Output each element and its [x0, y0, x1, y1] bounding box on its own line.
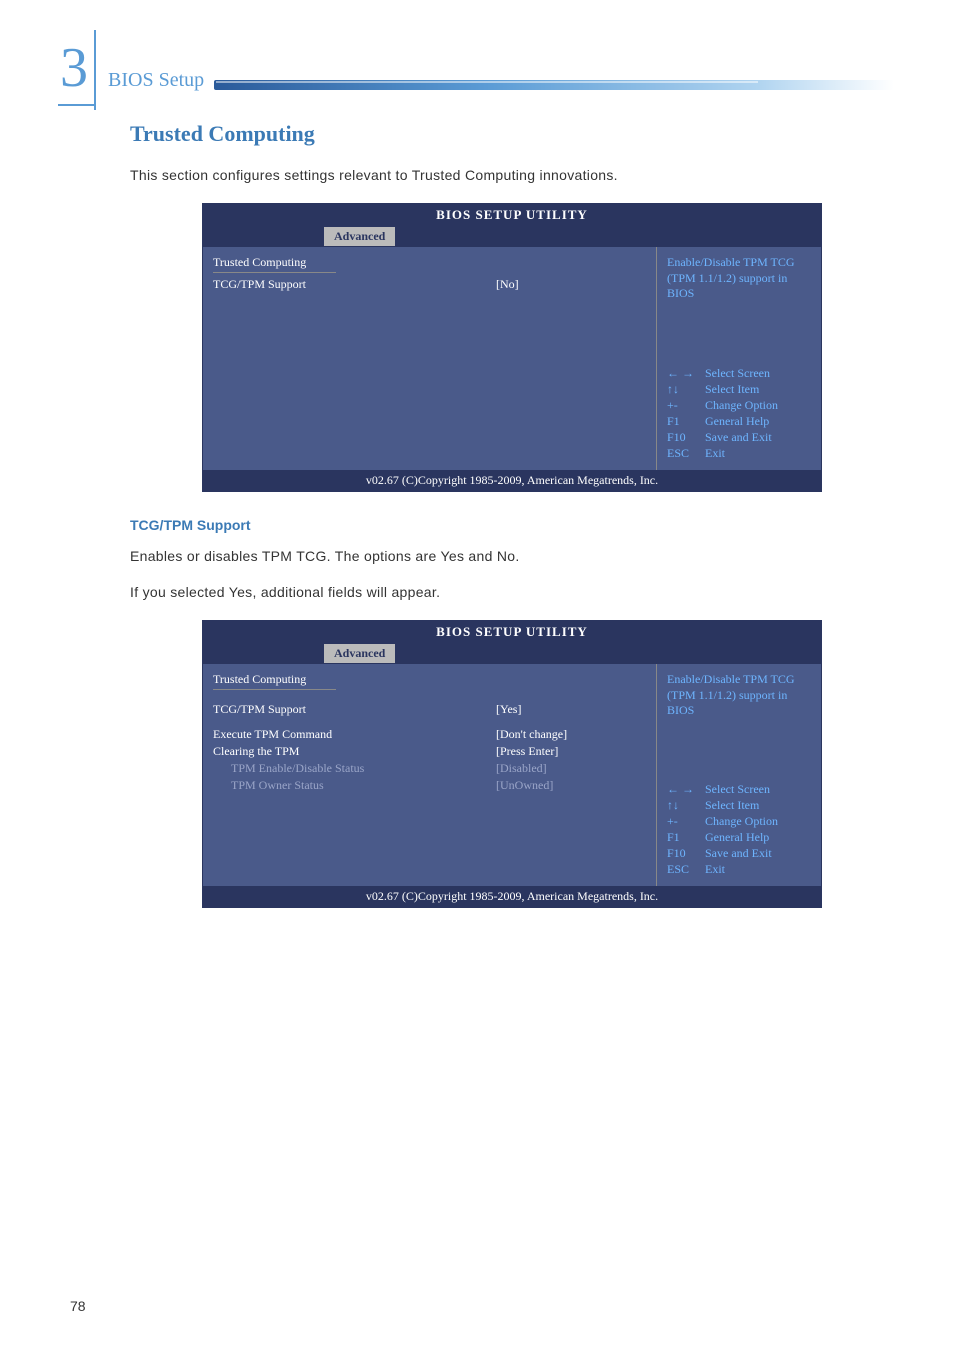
section-title: Trusted Computing: [130, 121, 894, 147]
bios-left-pane: Trusted Computing TCG/TPM Support[No]: [203, 247, 656, 470]
bios-panel-2: BIOS SETUP UTILITY Advanced Trusted Comp…: [202, 620, 822, 908]
bios-nav-row: F10Save and Exit: [667, 430, 811, 445]
intro-text: This section configures settings relevan…: [130, 167, 894, 183]
bios-setting-value: [Disabled]: [496, 761, 646, 776]
bios-nav-key: ESC: [667, 862, 705, 877]
bios-nav-key: ↑↓: [667, 798, 705, 813]
bios-nav-action: Select Item: [705, 798, 759, 813]
bios-setting-label: TCG/TPM Support: [213, 702, 496, 717]
bios-nav-action: General Help: [705, 830, 769, 845]
bios-nav-key: F10: [667, 846, 705, 861]
header-label: BIOS Setup: [108, 69, 204, 92]
bios-nav-key: F10: [667, 430, 705, 445]
bios-nav-action: Select Screen: [705, 366, 770, 381]
bios-nav-row: F1General Help: [667, 414, 811, 429]
bios-panel-1: BIOS SETUP UTILITY Advanced Trusted Comp…: [202, 203, 822, 492]
bios-nav-key: ← →: [667, 366, 705, 381]
bios-nav-row: F10Save and Exit: [667, 846, 811, 861]
bios-tab-row: Advanced: [203, 226, 821, 247]
bios-nav-row: ESCExit: [667, 446, 811, 461]
bios-section-heading: Trusted Computing: [213, 672, 336, 690]
bios-setting-value: [Yes]: [496, 702, 646, 717]
bios-nav-action: Exit: [705, 862, 725, 877]
bios-nav-key: F1: [667, 830, 705, 845]
bios-setting-value: [Press Enter]: [496, 744, 646, 759]
bios-help-text: Enable/Disable TPM TCG (TPM 1.1/1.2) sup…: [667, 672, 811, 719]
bios-section-heading: Trusted Computing: [213, 255, 336, 273]
body-text-1: Enables or disables TPM TCG. The options…: [130, 548, 894, 564]
bios-nav-row: +-Change Option: [667, 814, 811, 829]
bios-setting-label: TPM Owner Status: [231, 778, 496, 793]
bios-nav-action: Save and Exit: [705, 430, 772, 445]
bios-nav-row: ← →Select Screen: [667, 782, 811, 797]
bios-setting-row: Execute TPM Command[Don't change]: [213, 727, 646, 742]
bios-footer: v02.67 (C)Copyright 1985-2009, American …: [203, 886, 821, 907]
bios-setting-row: TPM Enable/Disable Status[Disabled]: [213, 761, 646, 776]
bios-tab-advanced: Advanced: [323, 226, 396, 247]
bracket-decor: [94, 30, 96, 110]
chapter-number-box: 3: [60, 40, 88, 96]
bios-nav-action: Change Option: [705, 814, 778, 829]
bios-left-pane: Trusted Computing TCG/TPM Support[Yes]Ex…: [203, 664, 656, 886]
bios-nav-key: ← →: [667, 782, 705, 797]
bios-help-text: Enable/Disable TPM TCG (TPM 1.1/1.2) sup…: [667, 255, 811, 302]
bios-setting-label: Clearing the TPM: [213, 744, 496, 759]
page-number: 78: [70, 1298, 86, 1314]
bracket-decor: [58, 104, 96, 106]
bios-setting-value: [No]: [496, 277, 646, 292]
bios-setting-row: TPM Owner Status[UnOwned]: [213, 778, 646, 793]
bios-nav-key: ↑↓: [667, 382, 705, 397]
bios-title: BIOS SETUP UTILITY: [203, 204, 821, 226]
chapter-header: 3 BIOS Setup: [60, 40, 894, 96]
bios-nav-action: Select Item: [705, 382, 759, 397]
bios-nav-action: Select Screen: [705, 782, 770, 797]
bios-setting-row: TCG/TPM Support[No]: [213, 277, 646, 292]
bios-nav-row: F1General Help: [667, 830, 811, 845]
body-text-2: If you selected Yes, additional fields w…: [130, 584, 894, 600]
bios-nav-key: ESC: [667, 446, 705, 461]
bios-tab-advanced: Advanced: [323, 643, 396, 664]
bios-nav-row: +-Change Option: [667, 398, 811, 413]
bios-setting-row: TCG/TPM Support[Yes]: [213, 702, 646, 717]
bios-setting-value: [Don't change]: [496, 727, 646, 742]
bios-tab-row: Advanced: [203, 643, 821, 664]
bios-nav-row: ↑↓Select Item: [667, 382, 811, 397]
bios-setting-row: Clearing the TPM[Press Enter]: [213, 744, 646, 759]
bios-nav-row: ESCExit: [667, 862, 811, 877]
header-gradient-bar: [214, 80, 894, 90]
bios-footer: v02.67 (C)Copyright 1985-2009, American …: [203, 470, 821, 491]
bios-setting-value: [UnOwned]: [496, 778, 646, 793]
bios-nav-row: ← →Select Screen: [667, 366, 811, 381]
bios-nav-key: F1: [667, 414, 705, 429]
bios-help-pane: Enable/Disable TPM TCG (TPM 1.1/1.2) sup…: [656, 664, 821, 886]
bios-nav-key: +-: [667, 398, 705, 413]
bios-nav-action: General Help: [705, 414, 769, 429]
bios-setting-label: TPM Enable/Disable Status: [231, 761, 496, 776]
bios-nav-action: Change Option: [705, 398, 778, 413]
bios-setting-label: Execute TPM Command: [213, 727, 496, 742]
subheading-tcg-tpm: TCG/TPM Support: [130, 517, 894, 533]
chapter-number: 3: [60, 37, 88, 99]
bios-title: BIOS SETUP UTILITY: [203, 621, 821, 643]
bios-nav-action: Exit: [705, 446, 725, 461]
bios-nav-key: +-: [667, 814, 705, 829]
bios-nav-row: ↑↓Select Item: [667, 798, 811, 813]
bios-setting-label: TCG/TPM Support: [213, 277, 496, 292]
bios-help-pane: Enable/Disable TPM TCG (TPM 1.1/1.2) sup…: [656, 247, 821, 470]
bios-nav-action: Save and Exit: [705, 846, 772, 861]
